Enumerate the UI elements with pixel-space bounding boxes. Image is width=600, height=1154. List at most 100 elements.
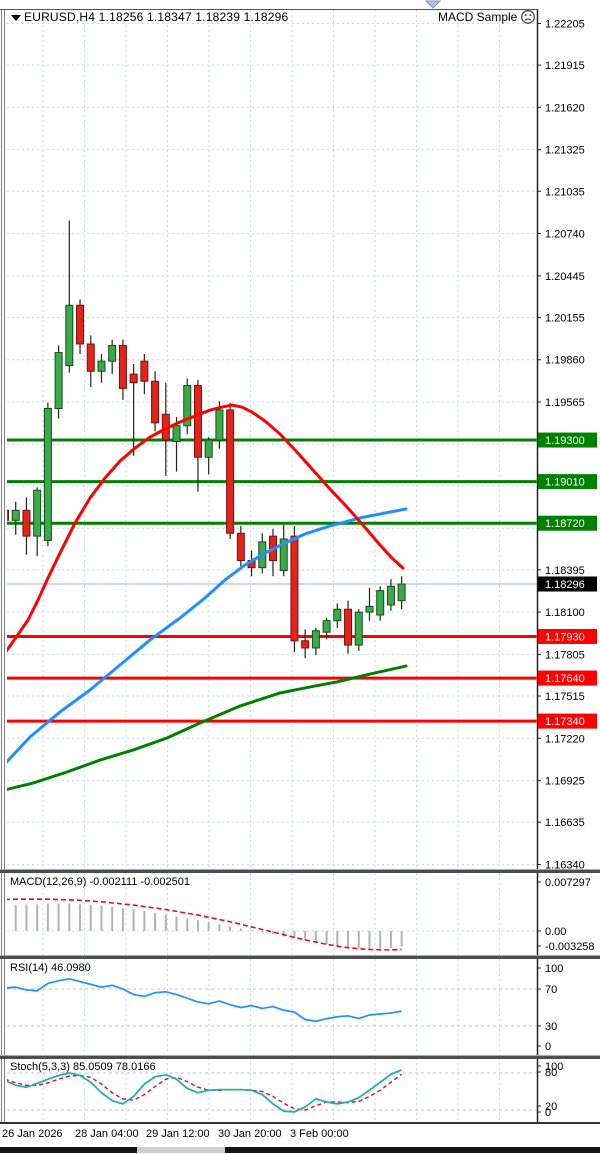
candle-body [215,409,224,441]
support-price-tag-box [538,670,597,686]
candle-body [33,489,42,537]
symbol-dropdown-arrow[interactable] [11,15,21,21]
horizontal-scrollbar[interactable] [0,1147,600,1153]
candle-body [7,509,9,521]
time-axis-label: 29 Jan 12:00 [146,1128,210,1140]
stoch-main-line [7,1069,402,1113]
candle-body [129,373,138,384]
price-axis-label: 1.20740 [545,229,585,241]
rsi-line [7,977,402,1023]
time-axis[interactable]: 26 Jan 2026 28 Jan 04:00 29 Jan 12:00 30 Ja… [0,1124,600,1146]
resistance-price-tag: 1.19300 [545,435,585,447]
candle-body [354,611,363,646]
candle-body [301,640,310,649]
candle-body [183,385,192,427]
rsi-scale-label: 30 [545,1021,557,1033]
price-axis-label: 1.21915 [545,60,585,72]
current-price-tag: 1.18296 [545,579,585,591]
support-price-tag-box [538,713,597,729]
scrollbar-track-left[interactable] [0,1147,137,1153]
candle-body [97,360,106,372]
candle-body [204,439,213,458]
price-axis-label: 1.21035 [545,186,585,198]
time-axis-label: 30 Jan 20:00 [218,1128,282,1140]
stoch-scale-label: 80 [545,1067,557,1079]
rsi-scale-label: 70 [545,984,557,996]
resistance-price-tag-box [538,474,597,490]
price-axis-label: 1.22205 [545,19,585,31]
resistance-price-tag: 1.19010 [545,477,585,489]
resistance-price-tag: 1.18720 [545,518,585,530]
macd-scale-label: 0.00 [545,926,566,938]
window-top-border [0,9,538,10]
candle-body [397,583,406,602]
price-axis-label: 1.16635 [545,817,585,829]
current-price-tag-box [538,576,597,592]
price-axis-label: 1.16340 [545,859,585,871]
time-axis-line [0,1122,600,1124]
time-axis-label: 28 Jan 04:00 [75,1128,139,1140]
candle-body [193,385,202,458]
candle-body [22,509,31,537]
candle-body [365,605,374,613]
candle-body [322,620,331,633]
price-axis-label: 1.19565 [545,397,585,409]
chart-shift-marker-icon[interactable] [425,0,441,9]
candle-body [86,343,95,372]
sad-face-icon [521,10,536,24]
window-left-border [1,9,2,1146]
macd-scale-label: 0.007297 [545,877,591,889]
indicator-watermark-label: MACD Sample [438,10,518,24]
macd-signal-line [7,898,402,951]
candle-body [376,590,385,616]
candle-body [290,535,299,642]
price-axis-label: 1.16925 [545,776,585,788]
candle-body [344,608,353,646]
mid-ma-blue [7,507,408,764]
price-axis-label: 1.20155 [545,312,585,324]
candle-body [11,509,20,521]
chart-title-ohlc: EURUSD,H4 1.18256 1.18347 1.18239 1.1829… [24,10,289,24]
candle-body [226,409,235,534]
price-axis-label: 1.21620 [545,102,585,114]
price-axis-label: 1.18395 [545,565,585,577]
candle-body [236,532,245,561]
rsi-panel-label: RSI(14) 46.0980 [10,962,91,974]
price-axis-label: 1.18100 [545,607,585,619]
price-axis-label: 1.21325 [545,145,585,157]
stoch-scale-label: 0 [545,1107,551,1119]
price-axis-label: 1.19860 [545,355,585,367]
candle-body [151,380,160,424]
scrollbar-thumb[interactable] [137,1147,225,1153]
candle-body [76,304,85,345]
price-axis-label: 1.17805 [545,649,585,661]
resistance-price-tag-box [538,515,597,531]
price-axis-label: 1.17515 [545,691,585,703]
panel-separator-macd[interactable] [0,869,600,873]
window-left-border-inner [4,9,5,1146]
support-price-tag: 1.17640 [545,673,585,685]
stoch-panel-label: Stoch(5,3,3) 85.0509 78.0166 [10,1061,156,1073]
candle-body [311,630,320,649]
candle-body [43,408,52,541]
stoch-scale-label: 20 [545,1101,557,1113]
candle-body [279,538,288,572]
candle-body [118,344,127,389]
candle-body [386,585,395,606]
resistance-price-tag-box [538,432,597,448]
candle-body [172,425,181,442]
candle-body [140,360,149,382]
candle-body [65,304,74,366]
panel-separator-stoch[interactable] [0,1055,600,1059]
panel-separator-rsi[interactable] [0,955,600,959]
time-axis-label: 26 Jan 2026 [2,1128,63,1140]
price-axis-label: 1.20445 [545,271,585,283]
candle-body [333,608,342,622]
stoch-scale-label: 100 [545,1061,563,1073]
support-price-tag: 1.17340 [545,716,585,728]
support-price-tag: 1.17930 [545,631,585,643]
scrollbar-track-right[interactable] [225,1147,600,1153]
fast-ma-red [7,403,405,653]
indicator-watermark: MACD Sample [438,9,536,25]
